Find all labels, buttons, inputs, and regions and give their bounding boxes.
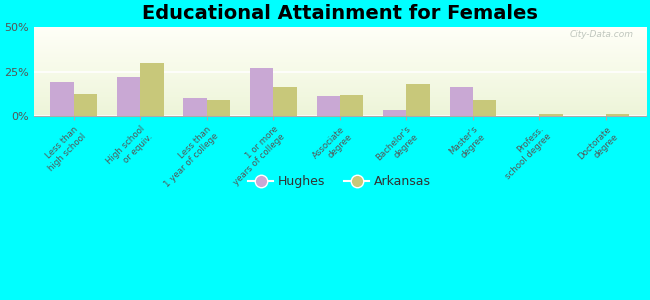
Bar — [450, 87, 473, 116]
Bar — [140, 63, 164, 116]
Bar — [473, 100, 496, 116]
Bar — [340, 95, 363, 116]
Text: City-Data.com: City-Data.com — [569, 30, 634, 39]
Bar — [183, 98, 207, 116]
Legend: Hughes, Arkansas: Hughes, Arkansas — [243, 170, 436, 193]
Bar — [250, 68, 273, 116]
Bar — [73, 94, 97, 116]
Bar — [207, 100, 230, 116]
Bar — [606, 114, 629, 116]
Bar — [317, 96, 340, 116]
Bar — [273, 87, 296, 116]
Title: Educational Attainment for Females: Educational Attainment for Females — [142, 4, 538, 23]
Bar — [540, 114, 563, 116]
Bar — [406, 84, 430, 116]
Bar — [117, 77, 140, 116]
Bar — [383, 110, 406, 116]
Bar — [51, 82, 73, 116]
